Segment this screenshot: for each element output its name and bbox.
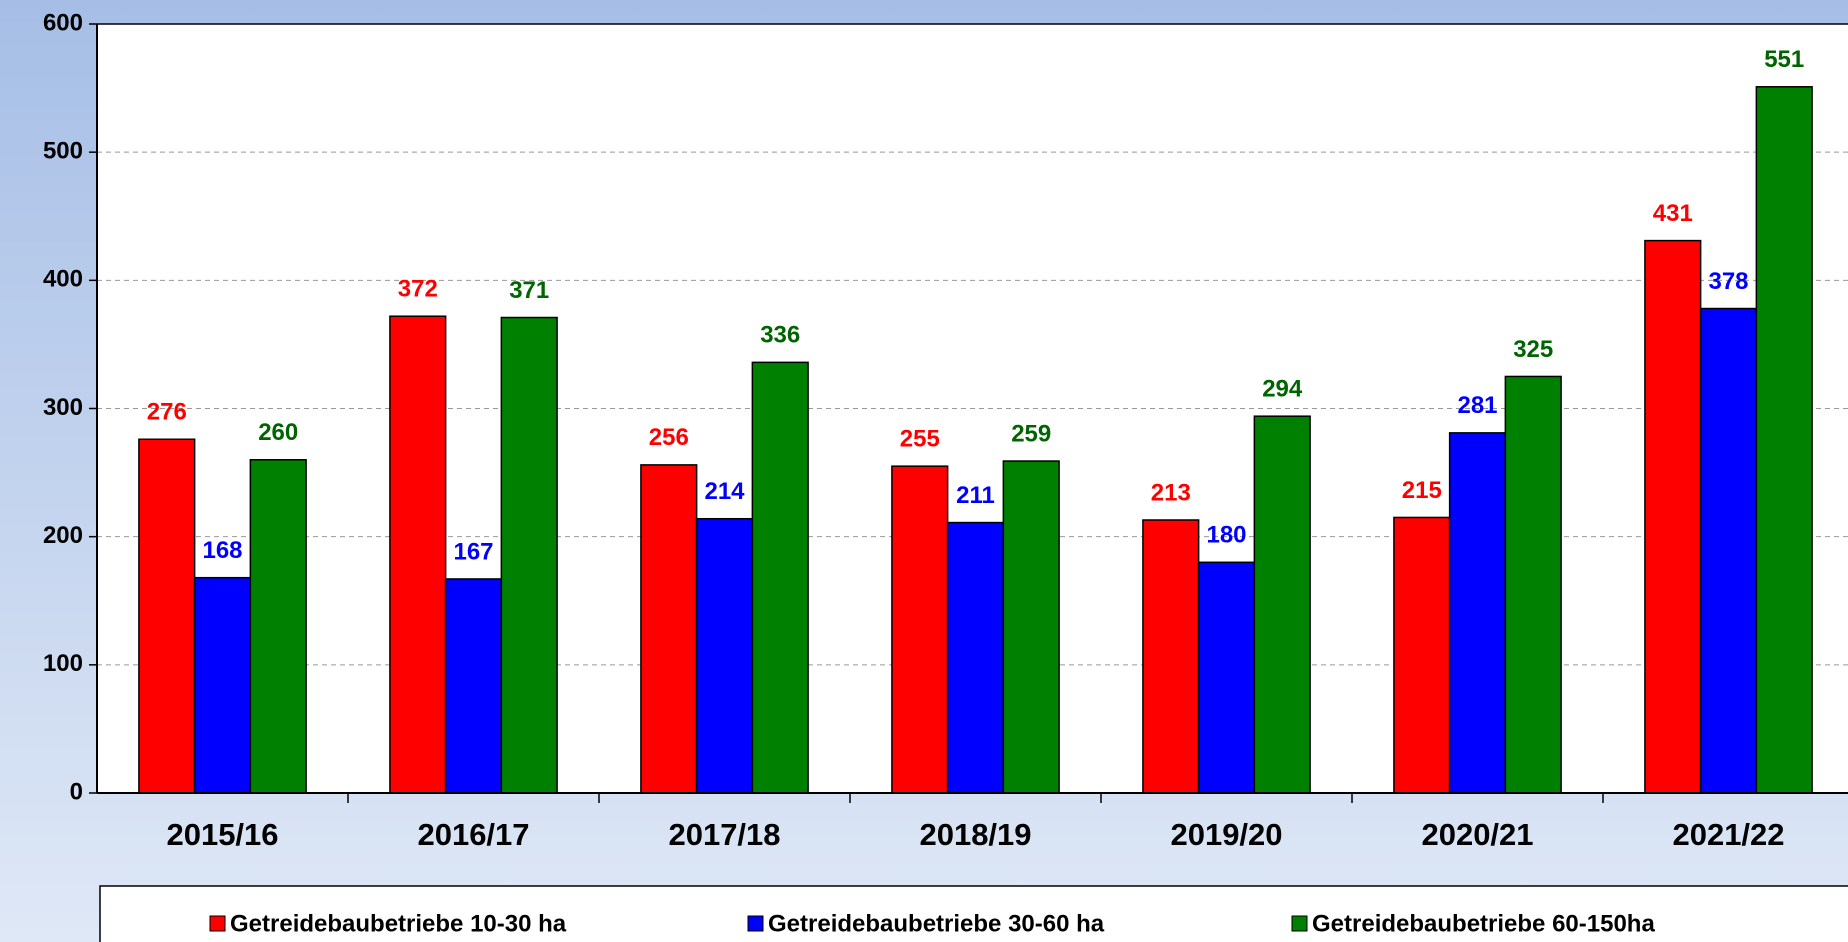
bar	[1448, 432, 1507, 794]
bar	[500, 316, 558, 794]
data-label: 255	[900, 426, 940, 453]
data-label: 167	[453, 538, 493, 565]
bar	[138, 438, 196, 794]
data-label: 372	[398, 276, 438, 303]
legend-swatch	[747, 915, 764, 932]
bar	[1393, 516, 1451, 794]
data-label: 214	[704, 478, 745, 505]
data-label: 259	[1011, 420, 1051, 447]
data-label: 211	[956, 482, 995, 509]
bar	[193, 576, 252, 794]
bar	[1197, 561, 1256, 794]
bar	[389, 315, 447, 794]
y-tick-label: 0	[70, 778, 83, 805]
bar	[695, 517, 754, 794]
y-tick-label: 200	[43, 522, 83, 549]
y-tick-label: 300	[43, 394, 83, 421]
bar	[1755, 86, 1813, 794]
x-tick-label: 2015/16	[166, 817, 278, 852]
bar	[1644, 239, 1702, 794]
x-tick-label: 2016/17	[417, 817, 529, 852]
bar	[249, 459, 307, 794]
y-tick-label: 400	[43, 266, 83, 293]
x-tick-label: 2021/22	[1672, 817, 1784, 852]
bar	[1699, 307, 1758, 794]
x-tick-label: 2018/19	[919, 817, 1031, 852]
data-label: 276	[147, 399, 187, 426]
bar	[444, 578, 503, 794]
bar	[1253, 415, 1311, 794]
data-label: 378	[1708, 268, 1748, 295]
legend-label: Getreidebaubetriebe 60-150ha	[1312, 910, 1655, 937]
data-label: 551	[1764, 46, 1804, 73]
data-label: 371	[509, 277, 549, 304]
bar	[751, 361, 809, 794]
data-label: 294	[1262, 376, 1303, 403]
legend-label: Getreidebaubetriebe 10-30 ha	[230, 910, 567, 937]
bar	[946, 521, 1005, 794]
x-tick-label: 2020/21	[1421, 817, 1533, 852]
data-label: 180	[1206, 522, 1246, 549]
x-tick-label: 2019/20	[1170, 817, 1282, 852]
data-label: 168	[202, 537, 242, 564]
bar	[1002, 460, 1060, 794]
data-label: 215	[1402, 477, 1442, 504]
data-label: 256	[649, 424, 689, 451]
y-tick-label: 100	[43, 650, 83, 677]
y-tick-label: 600	[43, 9, 83, 36]
bar	[891, 465, 949, 794]
bar	[1142, 519, 1200, 794]
data-label: 213	[1151, 479, 1191, 506]
data-label: 431	[1653, 200, 1693, 227]
x-tick-label: 2017/18	[668, 817, 780, 852]
data-label: 336	[760, 322, 800, 349]
bar	[1504, 375, 1562, 794]
legend-label: Getreidebaubetriebe 30-60 ha	[768, 910, 1105, 937]
data-label: 260	[258, 419, 298, 446]
data-label: 281	[1457, 392, 1497, 419]
bar	[640, 464, 698, 794]
data-label: 325	[1513, 336, 1553, 363]
y-tick-label: 500	[43, 138, 83, 165]
legend-swatch	[1291, 915, 1308, 932]
legend-swatch	[209, 915, 226, 932]
legend	[99, 885, 1848, 942]
